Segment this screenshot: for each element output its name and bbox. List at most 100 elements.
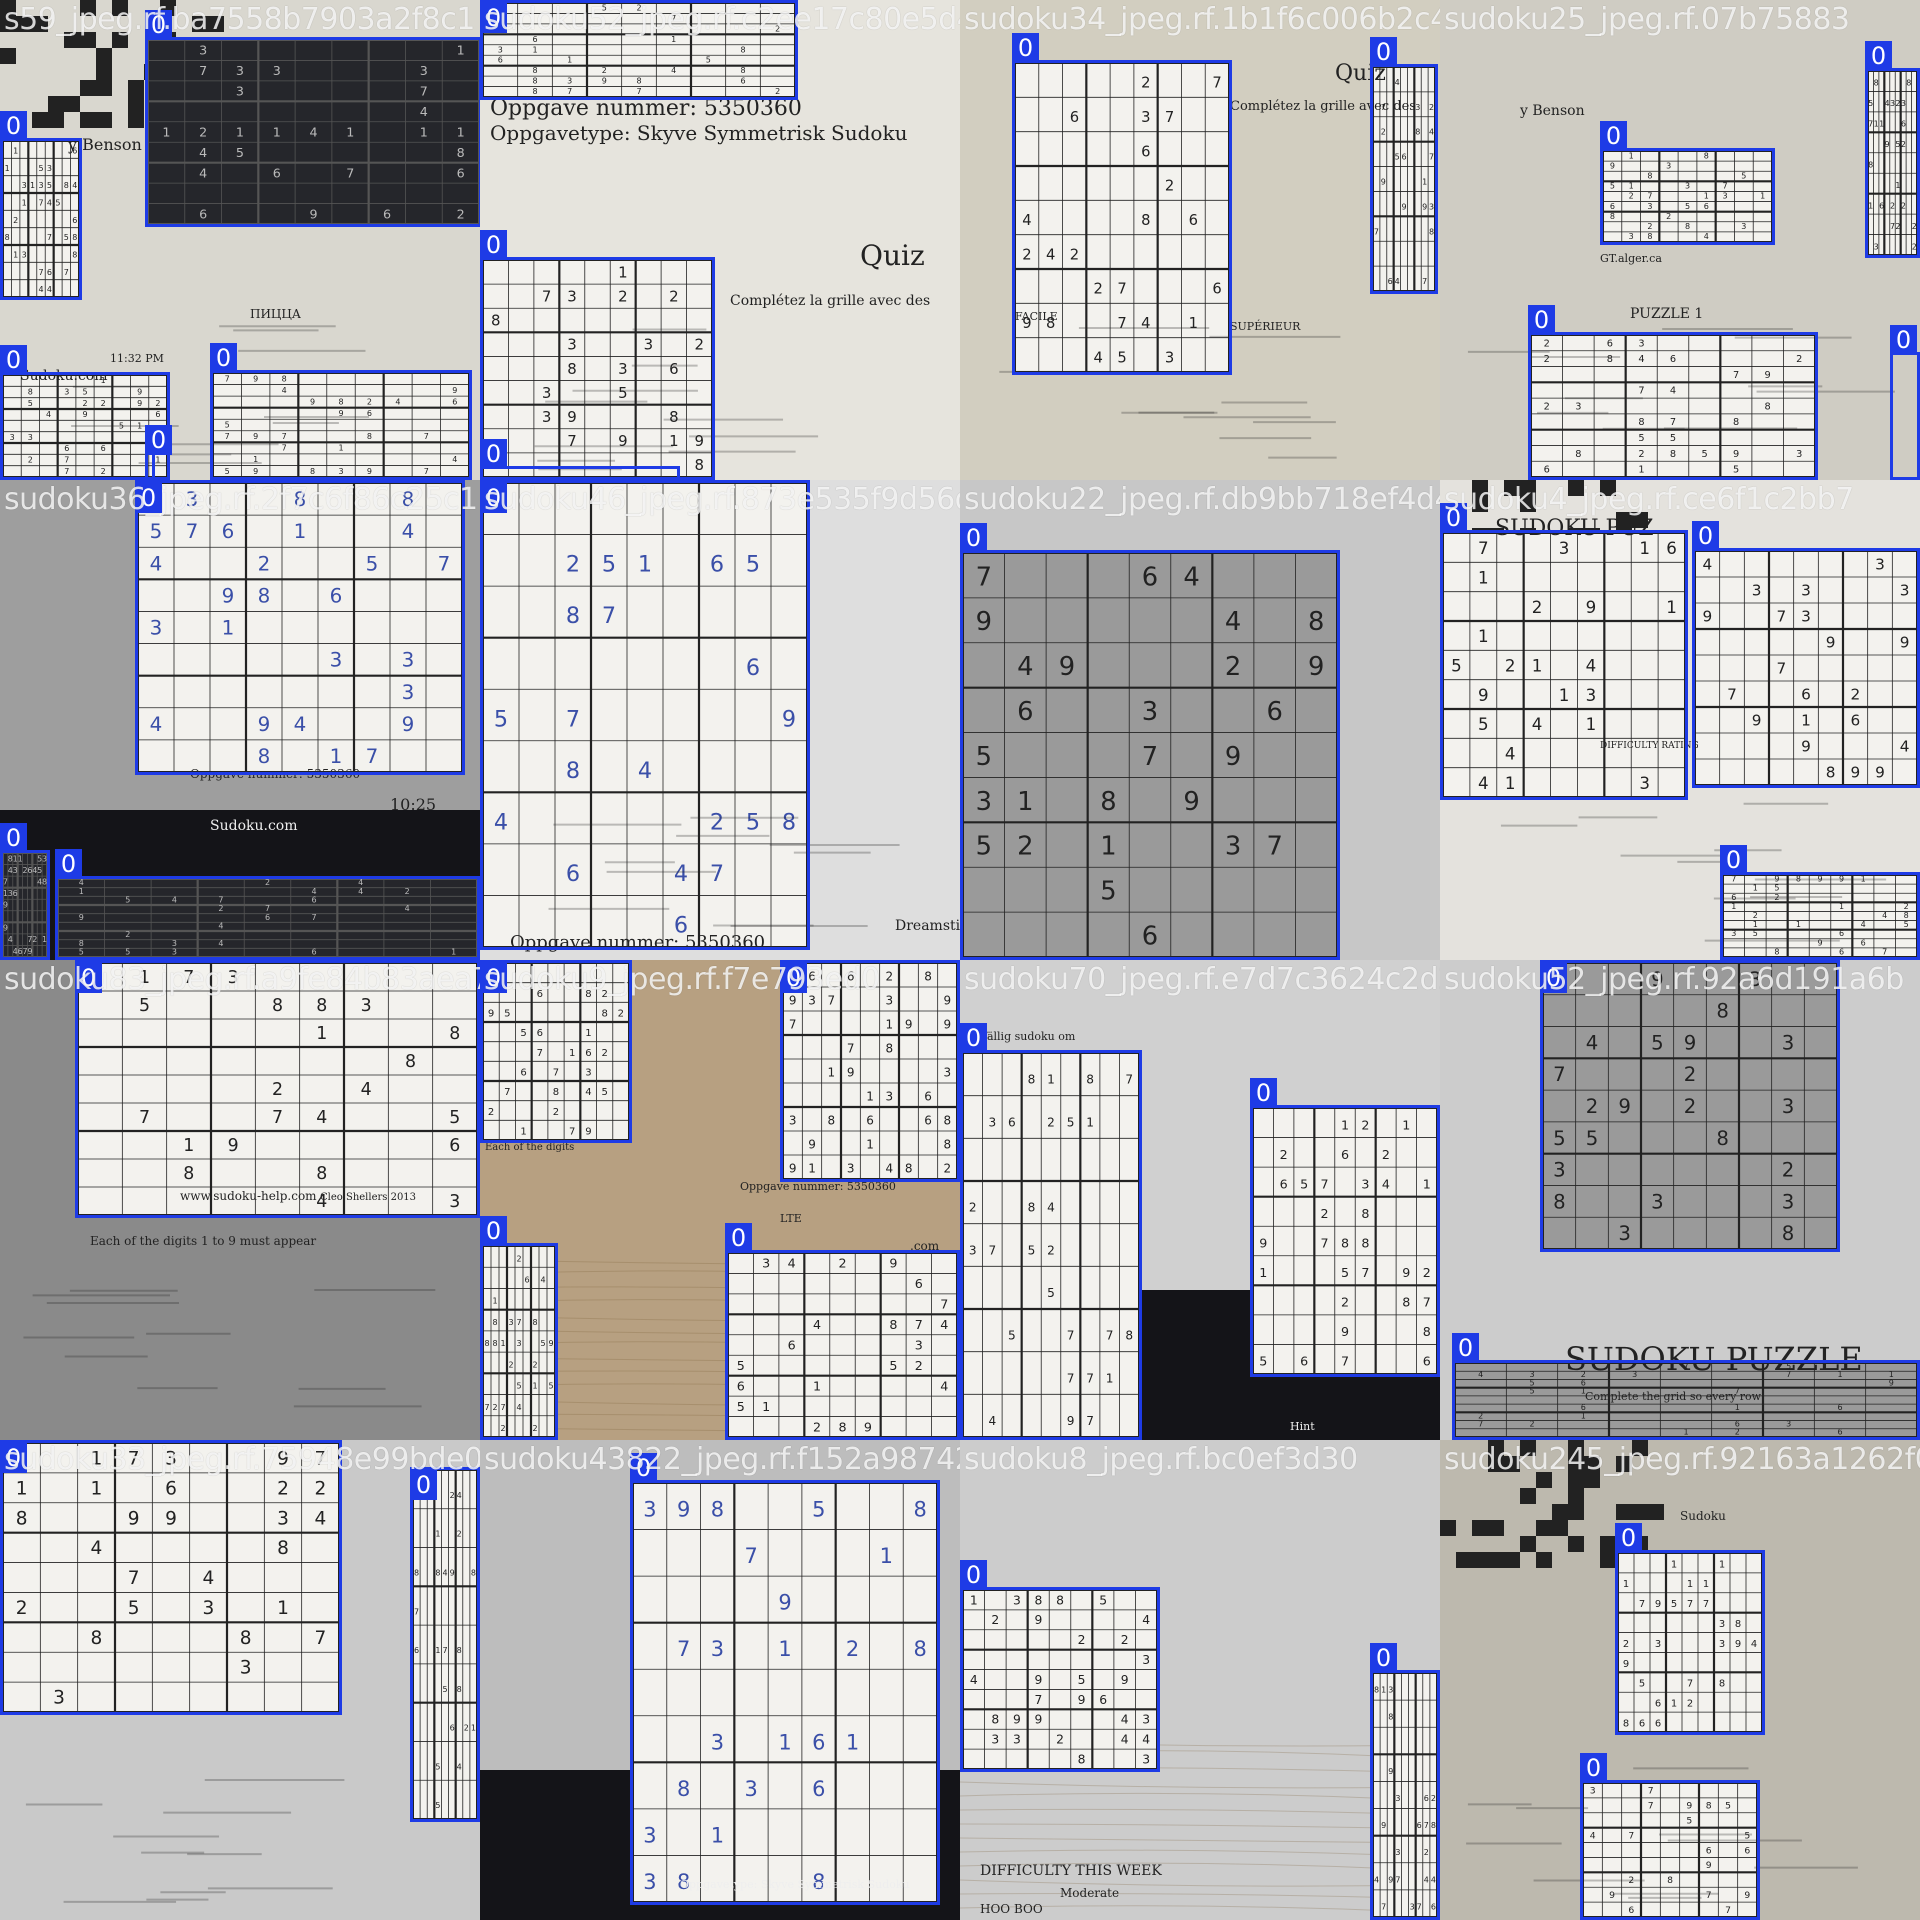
svg-text:4: 4 — [813, 1317, 821, 1332]
class-label-badge: 0 — [0, 823, 27, 853]
svg-text:8: 8 — [1704, 151, 1709, 160]
svg-text:8: 8 — [457, 145, 465, 160]
svg-text:2: 2 — [1782, 1159, 1795, 1182]
detection-box: 0 — [480, 960, 632, 1143]
svg-text:6: 6 — [18, 947, 23, 956]
svg-text:1: 1 — [1381, 1686, 1386, 1695]
tile-photo: 5173971162289934487425318873324128849876… — [2, 1442, 478, 1903]
svg-text:9: 9 — [128, 1508, 140, 1529]
svg-text:9: 9 — [253, 374, 258, 383]
svg-text:9: 9 — [1121, 1673, 1129, 1687]
svg-text:2: 2 — [22, 866, 27, 875]
svg-text:5: 5 — [494, 706, 508, 732]
svg-text:4: 4 — [940, 1378, 948, 1393]
svg-text:6: 6 — [585, 1048, 591, 1059]
svg-text:7: 7 — [1735, 1387, 1740, 1396]
svg-text:9: 9 — [1900, 634, 1910, 652]
svg-text:2: 2 — [508, 1360, 513, 1369]
class-label-badge: 0 — [1692, 521, 1719, 551]
svg-text:1: 1 — [1581, 1387, 1586, 1396]
sudoku-grid: 3 8 85 7 6 1 44 2 5 79 8 63 13 334 9 4 98 1 7 — [137, 482, 463, 773]
svg-text:9: 9 — [889, 1256, 897, 1271]
svg-text:2: 2 — [838, 1256, 846, 1271]
sudoku-grid: 47 3 22 8 45 6 79 19 9 37 86 4 7 — [1372, 66, 1436, 292]
svg-text:1: 1 — [1559, 686, 1570, 705]
svg-text:2: 2 — [457, 1530, 462, 1539]
photo-caption-text: Oppgave nummer: 5350360 — [740, 1180, 896, 1193]
svg-text:6: 6 — [72, 216, 77, 225]
svg-text:8: 8 — [669, 408, 679, 426]
class-label-badge: 0 — [1865, 41, 1892, 71]
svg-text:2: 2 — [1382, 1147, 1390, 1162]
sudoku-grid: 17 3 2 283 3 28 3 63 53 9 87 9 1 98 — [482, 259, 713, 478]
photo-caption-text: Dreamsti — [895, 918, 960, 934]
svg-text:9: 9 — [1078, 1693, 1086, 1707]
svg-text:2: 2 — [1341, 1295, 1349, 1310]
photo-caption-text: HOO BOO — [980, 1902, 1043, 1916]
svg-text:5: 5 — [1670, 433, 1676, 444]
detection-box: 0 — [1615, 1523, 1765, 1735]
svg-text:5: 5 — [812, 1498, 825, 1522]
svg-text:4: 4 — [457, 1491, 462, 1500]
sudoku-grid: 2 6 3 2 8 4 6 2 7 9 7 4 2 3 8 8 7 8 5 5 8 2 8 5 9 3 6 1 5 — [1530, 334, 1816, 478]
svg-text:9: 9 — [1618, 1095, 1631, 1118]
svg-text:1: 1 — [1687, 1579, 1693, 1590]
svg-text:2: 2 — [636, 4, 641, 13]
svg-text:3: 3 — [1388, 1686, 1393, 1695]
svg-text:7: 7 — [1086, 1414, 1094, 1428]
svg-text:7: 7 — [1117, 281, 1126, 298]
svg-text:6: 6 — [1581, 1403, 1586, 1412]
svg-text:3: 3 — [1786, 1419, 1791, 1428]
class-label-badge: 0 — [960, 1023, 987, 1053]
svg-text:5: 5 — [1553, 1127, 1566, 1150]
svg-text:6: 6 — [265, 913, 270, 922]
svg-text:9: 9 — [452, 386, 457, 395]
svg-text:7: 7 — [366, 745, 379, 768]
svg-text:3: 3 — [1782, 1095, 1795, 1118]
svg-text:9: 9 — [1422, 202, 1427, 211]
svg-text:1: 1 — [1017, 787, 1033, 817]
class-label-badge: 0 — [1540, 963, 1567, 993]
svg-text:8: 8 — [449, 1024, 460, 1044]
svg-text:8: 8 — [913, 1498, 926, 1522]
svg-text:9: 9 — [1381, 177, 1386, 186]
svg-text:1: 1 — [1735, 1403, 1740, 1412]
svg-text:2: 2 — [464, 1724, 469, 1733]
svg-text:2: 2 — [314, 1478, 326, 1499]
detection-box: 0 — [480, 230, 715, 480]
svg-text:6: 6 — [808, 969, 816, 983]
svg-text:9: 9 — [1752, 712, 1762, 730]
svg-text:3: 3 — [28, 433, 33, 442]
svg-text:7: 7 — [1212, 75, 1221, 92]
detection-box: 0 — [480, 1216, 558, 1440]
svg-text:7: 7 — [1723, 182, 1728, 191]
svg-text:8: 8 — [1402, 1295, 1410, 1310]
svg-text:9: 9 — [253, 432, 258, 441]
svg-text:1: 1 — [162, 124, 170, 139]
svg-text:3: 3 — [508, 1318, 513, 1327]
svg-text:5: 5 — [225, 421, 230, 430]
svg-text:9: 9 — [1388, 1767, 1393, 1776]
svg-text:6: 6 — [1008, 1115, 1016, 1129]
svg-text:1: 1 — [569, 1048, 575, 1059]
svg-text:6: 6 — [367, 409, 372, 418]
svg-text:5: 5 — [442, 1685, 447, 1694]
svg-text:2: 2 — [1424, 1848, 1429, 1857]
tile-photo: 7527226131861582488398687721732283328363… — [482, 2, 930, 478]
svg-text:5: 5 — [504, 1008, 510, 1019]
mosaic-tile: 5173971162289934487425318873324128849876… — [0, 1440, 480, 1920]
svg-text:6: 6 — [1070, 109, 1079, 126]
svg-text:2: 2 — [1684, 1063, 1697, 1086]
svg-text:6: 6 — [1628, 1905, 1634, 1916]
svg-text:1: 1 — [1753, 884, 1758, 893]
svg-text:2: 2 — [155, 399, 160, 408]
svg-text:7: 7 — [602, 603, 616, 629]
svg-text:4: 4 — [1885, 99, 1890, 108]
svg-text:9: 9 — [618, 432, 628, 450]
svg-text:2: 2 — [1581, 1370, 1586, 1379]
class-label-badge: 0 — [480, 963, 507, 993]
svg-text:5: 5 — [1067, 1115, 1075, 1129]
detection-box: 0 — [480, 439, 680, 480]
photo-caption-text: Sudoku.com — [210, 818, 298, 834]
